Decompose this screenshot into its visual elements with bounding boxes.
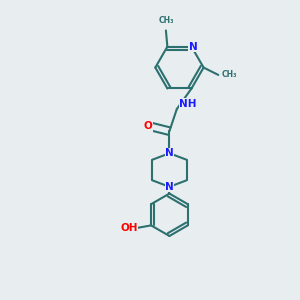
Text: NH: NH	[179, 99, 197, 109]
Text: N: N	[165, 182, 174, 192]
Text: OH: OH	[120, 223, 138, 233]
Text: O: O	[143, 121, 152, 131]
Text: CH₃: CH₃	[222, 70, 237, 80]
Text: CH₃: CH₃	[158, 16, 174, 25]
Text: N: N	[189, 42, 197, 52]
Text: N: N	[165, 148, 174, 158]
